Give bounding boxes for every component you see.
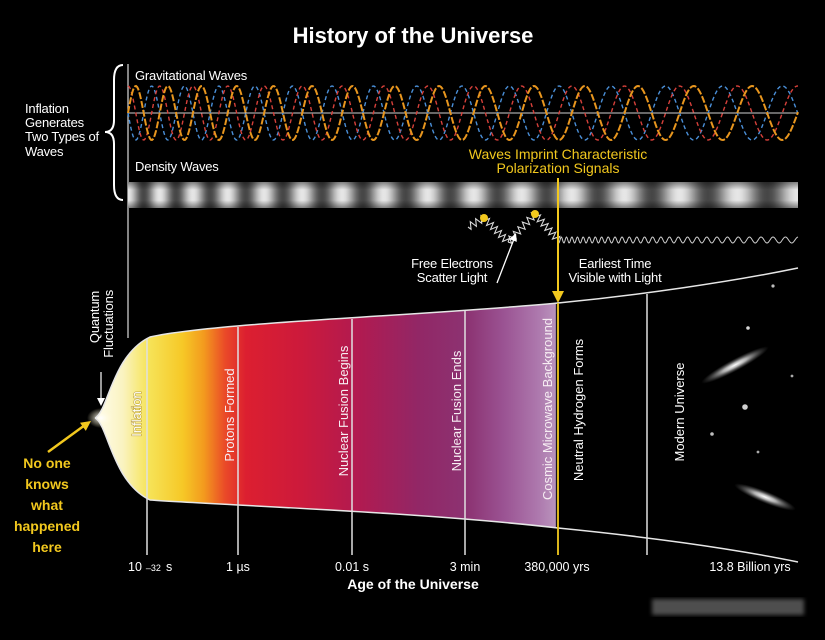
inflation-waves-note-line-1: Inflation bbox=[25, 101, 69, 116]
time-tick-today: 13.8 Billion yrs bbox=[709, 560, 790, 574]
epoch-label-neutral-hydrogen-forms: Neutral Hydrogen Forms bbox=[571, 338, 586, 481]
time-tick-protons: 1 µs bbox=[226, 560, 250, 574]
unknown-arrow-head bbox=[80, 421, 91, 431]
inflation-waves-note-line-2: Generates bbox=[25, 115, 85, 130]
page-title: History of the Universe bbox=[293, 23, 534, 48]
star bbox=[710, 432, 714, 436]
polarization-note-line-2: Polarization Signals bbox=[497, 160, 620, 176]
quantum-arrow-head bbox=[97, 398, 105, 406]
epoch-label-cosmic-microwave-background: Cosmic Microwave Background bbox=[540, 318, 555, 500]
electron-scatter-springs bbox=[467, 211, 561, 245]
polarization-arrow-head bbox=[552, 291, 564, 303]
earliest-light-note-line-2: Visible with Light bbox=[569, 270, 663, 285]
earliest-light-note-line-1: Earliest Time bbox=[579, 256, 652, 271]
star bbox=[756, 450, 760, 454]
star bbox=[746, 326, 750, 330]
epoch-label-modern-universe: Modern Universe bbox=[672, 363, 687, 462]
time-tick-unit: s bbox=[166, 560, 172, 574]
galaxy-1 bbox=[701, 346, 769, 384]
unknown-arrow-line bbox=[47, 423, 86, 454]
blurred-watermark bbox=[652, 599, 804, 615]
epoch-label-nuclear-fusion-begins: Nuclear Fusion Begins bbox=[336, 345, 351, 476]
universe-expansion-shape bbox=[95, 268, 798, 562]
star bbox=[790, 374, 794, 378]
unknown-note-line-4: happened bbox=[14, 518, 80, 534]
density-waves-label: Density Waves bbox=[135, 159, 219, 174]
gravitational-waves-label: Gravitational Waves bbox=[135, 68, 248, 83]
free-electrons-arrow-line bbox=[496, 238, 515, 284]
polarization-note-line-1: Waves Imprint Characteristic bbox=[469, 146, 647, 162]
galaxy-2 bbox=[734, 483, 796, 511]
free-electrons-note-line-2: Scatter Light bbox=[417, 270, 488, 285]
epoch-label-inflation: Inflation bbox=[129, 391, 144, 437]
light-wave-line bbox=[557, 236, 799, 244]
spring-segment-4 bbox=[532, 213, 561, 241]
curly-brace bbox=[104, 64, 124, 201]
unknown-note-line-1: No one bbox=[23, 455, 71, 471]
time-tick-cmb: 380,000 yrs bbox=[524, 560, 589, 574]
unknown-note-line-5: here bbox=[32, 539, 62, 555]
inflation-waves-note-line-4: Waves bbox=[25, 144, 64, 159]
time-axis-label: Age of the Universe bbox=[347, 576, 479, 592]
electron-dot-2 bbox=[531, 210, 539, 218]
quantum-note-line-1: Quantum bbox=[87, 291, 102, 343]
inflation-waves-note-line-3: Two Types of bbox=[25, 129, 100, 144]
star bbox=[771, 284, 775, 288]
time-tick-fusion-ends: 3 min bbox=[450, 560, 481, 574]
star bbox=[742, 404, 748, 410]
spring-segment-2 bbox=[481, 217, 511, 243]
gravitational-wave-blue bbox=[127, 85, 799, 141]
spring-segment-3 bbox=[507, 211, 536, 245]
unknown-note-line-3: what bbox=[30, 497, 63, 513]
density-wave-band-shade bbox=[128, 182, 798, 208]
electron-dot-1 bbox=[480, 214, 488, 222]
time-tick-fusion-begins: 0.01 s bbox=[335, 560, 369, 574]
quantum-note-line-2: Fluctuations bbox=[101, 289, 116, 357]
time-tick-exponent: –32 bbox=[146, 563, 161, 573]
inflation-tip-glow bbox=[87, 408, 115, 428]
unknown-note-line-2: knows bbox=[25, 476, 69, 492]
gravitational-wave-orange bbox=[127, 84, 799, 142]
free-electrons-note-line-1: Free Electrons bbox=[411, 256, 493, 271]
gravitational-wave-red bbox=[127, 85, 799, 141]
free-electrons-arrow-head bbox=[509, 233, 517, 242]
time-tick-inflation: 10 –32 s bbox=[128, 560, 172, 574]
epoch-label-protons-formed: Protons Formed bbox=[222, 368, 237, 461]
time-tick-base: 10 bbox=[128, 560, 142, 574]
universe-upper-edge bbox=[94, 267, 799, 419]
universe-lower-edge bbox=[94, 417, 799, 563]
epoch-label-nuclear-fusion-ends: Nuclear Fusion Ends bbox=[449, 350, 464, 471]
gravitational-waves bbox=[127, 84, 799, 142]
